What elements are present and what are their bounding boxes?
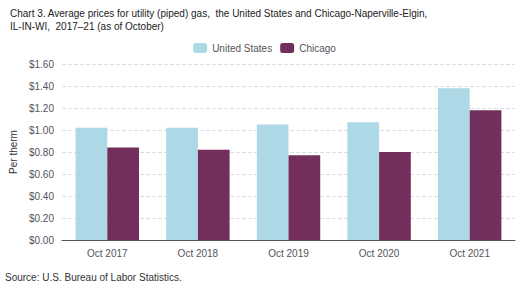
svg-text:Chart 3. Average prices for ut: Chart 3. Average prices for utility (pip… <box>10 8 427 19</box>
svg-text:$0.00: $0.00 <box>29 235 54 246</box>
svg-text:Oct 2021: Oct 2021 <box>449 248 490 259</box>
svg-text:$1.00: $1.00 <box>29 125 54 136</box>
svg-text:United States: United States <box>212 43 272 54</box>
svg-text:$0.80: $0.80 <box>29 147 54 158</box>
svg-text:Oct 2017: Oct 2017 <box>87 248 128 259</box>
svg-text:$1.60: $1.60 <box>29 59 54 70</box>
svg-text:$1.20: $1.20 <box>29 103 54 114</box>
svg-text:Chicago: Chicago <box>299 43 336 54</box>
svg-text:$0.20: $0.20 <box>29 213 54 224</box>
svg-text:IL-IN-WI, 2017–21 (as of Octo: IL-IN-WI, 2017–21 (as of October) <box>10 21 164 32</box>
svg-text:Oct 2018: Oct 2018 <box>178 248 219 259</box>
svg-text:$0.60: $0.60 <box>29 169 54 180</box>
svg-text:Oct 2020: Oct 2020 <box>359 248 400 259</box>
svg-text:$1.40: $1.40 <box>29 81 54 92</box>
svg-text:Per therm: Per therm <box>8 130 19 174</box>
svg-text:Oct 2019: Oct 2019 <box>268 248 309 259</box>
svg-text:$0.40: $0.40 <box>29 191 54 202</box>
svg-text:Source: U.S. Bureau of Labor S: Source: U.S. Bureau of Labor Statistics. <box>5 272 182 283</box>
